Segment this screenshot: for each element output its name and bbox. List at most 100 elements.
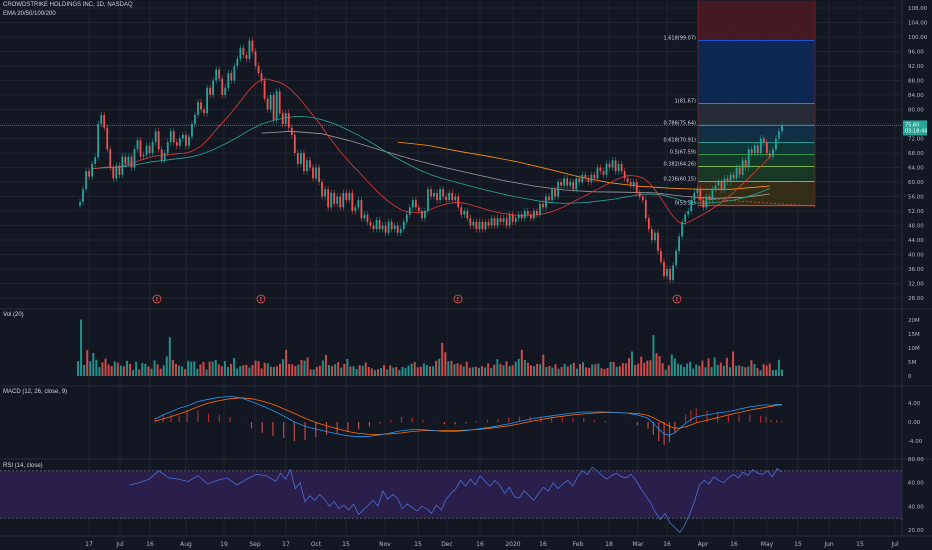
volume-bar bbox=[233, 358, 236, 376]
candle-body bbox=[427, 189, 429, 211]
volume-bar bbox=[297, 364, 300, 376]
volume-bar bbox=[563, 363, 566, 376]
volume-bar bbox=[719, 362, 722, 376]
candle bbox=[333, 189, 336, 208]
candle-body bbox=[299, 153, 302, 164]
candle-body bbox=[215, 69, 218, 81]
candle-body bbox=[572, 182, 575, 190]
volume-bar bbox=[288, 363, 291, 376]
ema20-line bbox=[92, 78, 771, 225]
time-axis-label: 17 bbox=[282, 541, 290, 548]
candle-body bbox=[293, 134, 296, 153]
volume-bar bbox=[554, 364, 557, 376]
volume-axis-label: 10M bbox=[908, 346, 920, 352]
volume-bar bbox=[444, 352, 447, 376]
candle bbox=[532, 207, 535, 222]
macd-axis-label: -4.00 bbox=[908, 439, 923, 445]
price-axis-label: 44.00 bbox=[908, 238, 924, 244]
fib-zone-bottom bbox=[698, 205, 815, 208]
candle bbox=[753, 142, 756, 157]
volume-bar bbox=[450, 360, 453, 376]
candle-body bbox=[584, 174, 587, 179]
volume-bar bbox=[98, 367, 101, 376]
volume-bar bbox=[208, 361, 211, 376]
macd-histogram-bar bbox=[518, 416, 521, 423]
volume-bar bbox=[655, 353, 658, 376]
macd-histogram-bar bbox=[218, 414, 220, 423]
volume-bar bbox=[600, 368, 603, 376]
earnings-icon: E bbox=[152, 294, 162, 304]
candle bbox=[499, 214, 502, 226]
volume-bar bbox=[643, 362, 646, 376]
volume-bar bbox=[318, 365, 321, 376]
volume-bar bbox=[419, 366, 422, 376]
volume-bar bbox=[624, 363, 627, 376]
macd-histogram-bar bbox=[283, 422, 285, 438]
volume-bar bbox=[236, 368, 239, 376]
volume-bar bbox=[631, 351, 634, 376]
candle-body bbox=[460, 207, 463, 215]
candle-body bbox=[693, 192, 696, 201]
candle-body bbox=[357, 200, 360, 208]
candle-body bbox=[112, 167, 115, 179]
candle-body bbox=[517, 214, 520, 219]
candle-body bbox=[257, 66, 260, 74]
volume-bar bbox=[557, 368, 560, 376]
volume-bar bbox=[484, 367, 487, 376]
candle-body bbox=[348, 192, 351, 201]
candle-body bbox=[638, 192, 641, 197]
candle bbox=[505, 214, 508, 229]
candle-body bbox=[103, 114, 106, 128]
volume-bar bbox=[575, 368, 578, 376]
candle-body bbox=[454, 196, 457, 201]
volume-bar bbox=[159, 368, 162, 376]
volume-bar bbox=[251, 365, 254, 376]
volume-bar bbox=[673, 358, 676, 376]
candle-body bbox=[684, 214, 687, 222]
volume-bar bbox=[86, 350, 89, 376]
symbol-title: CROWDSTRIKE HOLDINGS INC, 1D, NASDAQ bbox=[3, 2, 133, 8]
fib-zone bbox=[698, 125, 815, 143]
candle-body bbox=[408, 207, 411, 215]
price-axis-label: 100.00 bbox=[908, 35, 928, 41]
volume-bar bbox=[389, 365, 392, 376]
volume-bar bbox=[104, 358, 107, 376]
volume-bar bbox=[585, 367, 588, 376]
candle-body bbox=[224, 87, 227, 95]
rsi-axis-label: 80.00 bbox=[908, 457, 924, 463]
candle-body bbox=[475, 221, 478, 230]
candle-body bbox=[457, 196, 460, 208]
time-axis-label: May bbox=[761, 541, 774, 548]
candle bbox=[378, 216, 381, 233]
candle-body bbox=[269, 95, 272, 110]
volume-bar bbox=[667, 365, 670, 376]
candle-body bbox=[360, 200, 363, 219]
candle-body bbox=[175, 142, 178, 146]
candle bbox=[272, 91, 275, 124]
last-price-label: 03:18:44 bbox=[905, 128, 927, 134]
candle-body bbox=[185, 134, 187, 146]
candle-body bbox=[375, 220, 378, 230]
volume-bar bbox=[138, 369, 141, 376]
candle-body bbox=[753, 145, 756, 153]
candle-body bbox=[106, 127, 109, 150]
macd-histogram-bar bbox=[695, 408, 697, 423]
candle-body bbox=[542, 203, 544, 208]
candle-body bbox=[557, 182, 559, 197]
candle-body bbox=[472, 221, 475, 226]
macd-histogram-bar bbox=[162, 414, 164, 423]
volume-bar bbox=[637, 363, 640, 376]
candle bbox=[321, 178, 323, 200]
volume-bar bbox=[202, 361, 205, 376]
macd-histogram-bar bbox=[604, 420, 606, 423]
candle-body bbox=[663, 261, 665, 277]
volume-bar bbox=[468, 367, 471, 376]
candle bbox=[88, 167, 90, 180]
volume-bar bbox=[728, 367, 731, 376]
volume-bar bbox=[591, 364, 594, 376]
time-axis-label: Nov bbox=[379, 541, 391, 548]
candle-body bbox=[493, 218, 496, 226]
candle bbox=[327, 185, 330, 211]
ema-legend: EMA 20/50/100/200 bbox=[3, 11, 56, 17]
volume-bar bbox=[150, 368, 153, 376]
